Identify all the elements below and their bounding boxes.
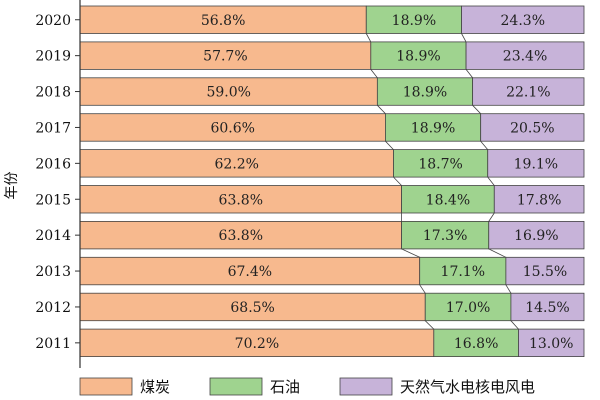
bar-segment <box>488 220 585 250</box>
y-tick-label: 2018 <box>35 85 71 101</box>
connector-line <box>487 176 495 186</box>
y-tick-label: 2015 <box>35 192 71 208</box>
bar-segment <box>79 5 367 34</box>
data-label: 62.2% <box>215 156 259 172</box>
bar-segment <box>510 292 585 322</box>
data-label: 18.9% <box>411 120 455 136</box>
bar-segment <box>465 41 585 70</box>
connector-line <box>488 212 495 222</box>
legend-swatch <box>339 377 393 396</box>
connector-line <box>385 140 394 150</box>
legend-label: 煤炭 <box>140 378 170 396</box>
connector-line <box>419 284 426 294</box>
bar-segment <box>376 77 474 106</box>
y-tick-label: 2012 <box>35 300 71 316</box>
data-label: 14.5% <box>525 300 569 316</box>
connector-line <box>505 284 512 294</box>
bar-segment <box>472 77 585 106</box>
bar-segment <box>493 185 585 214</box>
y-tick-label: 2014 <box>35 228 71 244</box>
connector-line <box>480 140 489 150</box>
bar-segment <box>461 5 585 34</box>
connector-line <box>424 320 435 330</box>
bar-segment <box>79 220 402 250</box>
bar-segment <box>79 113 386 142</box>
data-label: 18.4% <box>426 192 470 208</box>
connector-line <box>393 176 402 186</box>
data-label: 18.9% <box>392 13 436 29</box>
bar-segment <box>79 149 394 178</box>
legend: 煤炭 石油 天然气水电核电风电 <box>79 377 535 396</box>
y-tick-label: 2017 <box>35 120 71 136</box>
bar-segment <box>370 41 467 70</box>
y-tick-label: 2020 <box>35 13 71 29</box>
data-label: 59.0% <box>206 85 250 101</box>
data-label: 70.2% <box>235 336 279 352</box>
y-tick-label: 2019 <box>35 49 71 65</box>
bar-segment <box>365 5 462 34</box>
bar-segment <box>393 149 489 178</box>
connector-line <box>510 320 519 330</box>
data-label: 56.8% <box>201 13 245 29</box>
y-tick-label: 2016 <box>35 156 71 172</box>
bar-segment <box>79 77 378 106</box>
data-label: 16.8% <box>454 336 498 352</box>
data-label: 24.3% <box>501 13 545 29</box>
data-label: 23.4% <box>503 49 547 65</box>
bar-segment <box>433 328 519 358</box>
legend-label: 石油 <box>270 378 300 396</box>
data-label: 63.8% <box>219 228 263 244</box>
y-tick-label: 2013 <box>35 264 71 280</box>
legend-label: 天然气水电核电风电 <box>400 378 535 396</box>
bar-segment <box>480 113 585 142</box>
bar-segment <box>79 256 421 286</box>
connectors-layer <box>365 33 519 330</box>
connector-line <box>370 69 378 79</box>
connector-line <box>377 105 386 114</box>
legend-swatch <box>79 377 133 396</box>
bar-segment <box>419 256 507 286</box>
data-label: 18.9% <box>403 85 447 101</box>
bar-segment <box>401 220 490 250</box>
bar-segment <box>79 41 372 70</box>
data-label: 60.6% <box>210 120 254 136</box>
legend-swatch <box>209 377 263 396</box>
y-tick-label: 2011 <box>35 336 71 352</box>
connector-line <box>365 33 372 43</box>
data-label: 17.1% <box>441 264 485 280</box>
connector-line <box>401 248 420 258</box>
connector-line <box>465 69 473 79</box>
data-label: 19.1% <box>514 156 558 172</box>
data-label: 20.5% <box>510 120 554 136</box>
data-label: 17.3% <box>423 228 467 244</box>
data-label: 18.7% <box>418 156 462 172</box>
bar-segment <box>401 185 495 214</box>
data-label: 18.9% <box>396 49 440 65</box>
bar-segment <box>505 256 585 286</box>
data-label: 17.0% <box>446 300 490 316</box>
bar-segment <box>487 149 585 178</box>
data-label: 22.1% <box>506 85 550 101</box>
data-label: 13.0% <box>529 336 573 352</box>
data-label: 17.8% <box>517 192 561 208</box>
year-ticks: 2020 2019 2018 2017 2016 2015 2014 2013 2012 2011 <box>35 13 80 352</box>
connector-line <box>461 33 467 43</box>
bar-segment <box>79 292 426 322</box>
data-label: 16.9% <box>514 228 558 244</box>
data-label: 63.8% <box>219 192 263 208</box>
data-label: 15.5% <box>523 264 567 280</box>
data-label: 68.5% <box>230 300 274 316</box>
y-axis-title: 年份 <box>4 172 20 200</box>
bar-segment <box>79 328 435 358</box>
bars-layer: 56.8% 18.9% 24.3% 57.7% 18.9% 23.4% 59.0% 18.9%… <box>79 5 585 358</box>
data-label: 67.4% <box>228 264 272 280</box>
data-label: 57.7% <box>203 49 247 65</box>
connector-line <box>488 248 507 258</box>
bar-segment <box>518 328 585 358</box>
connector-line <box>472 105 481 114</box>
